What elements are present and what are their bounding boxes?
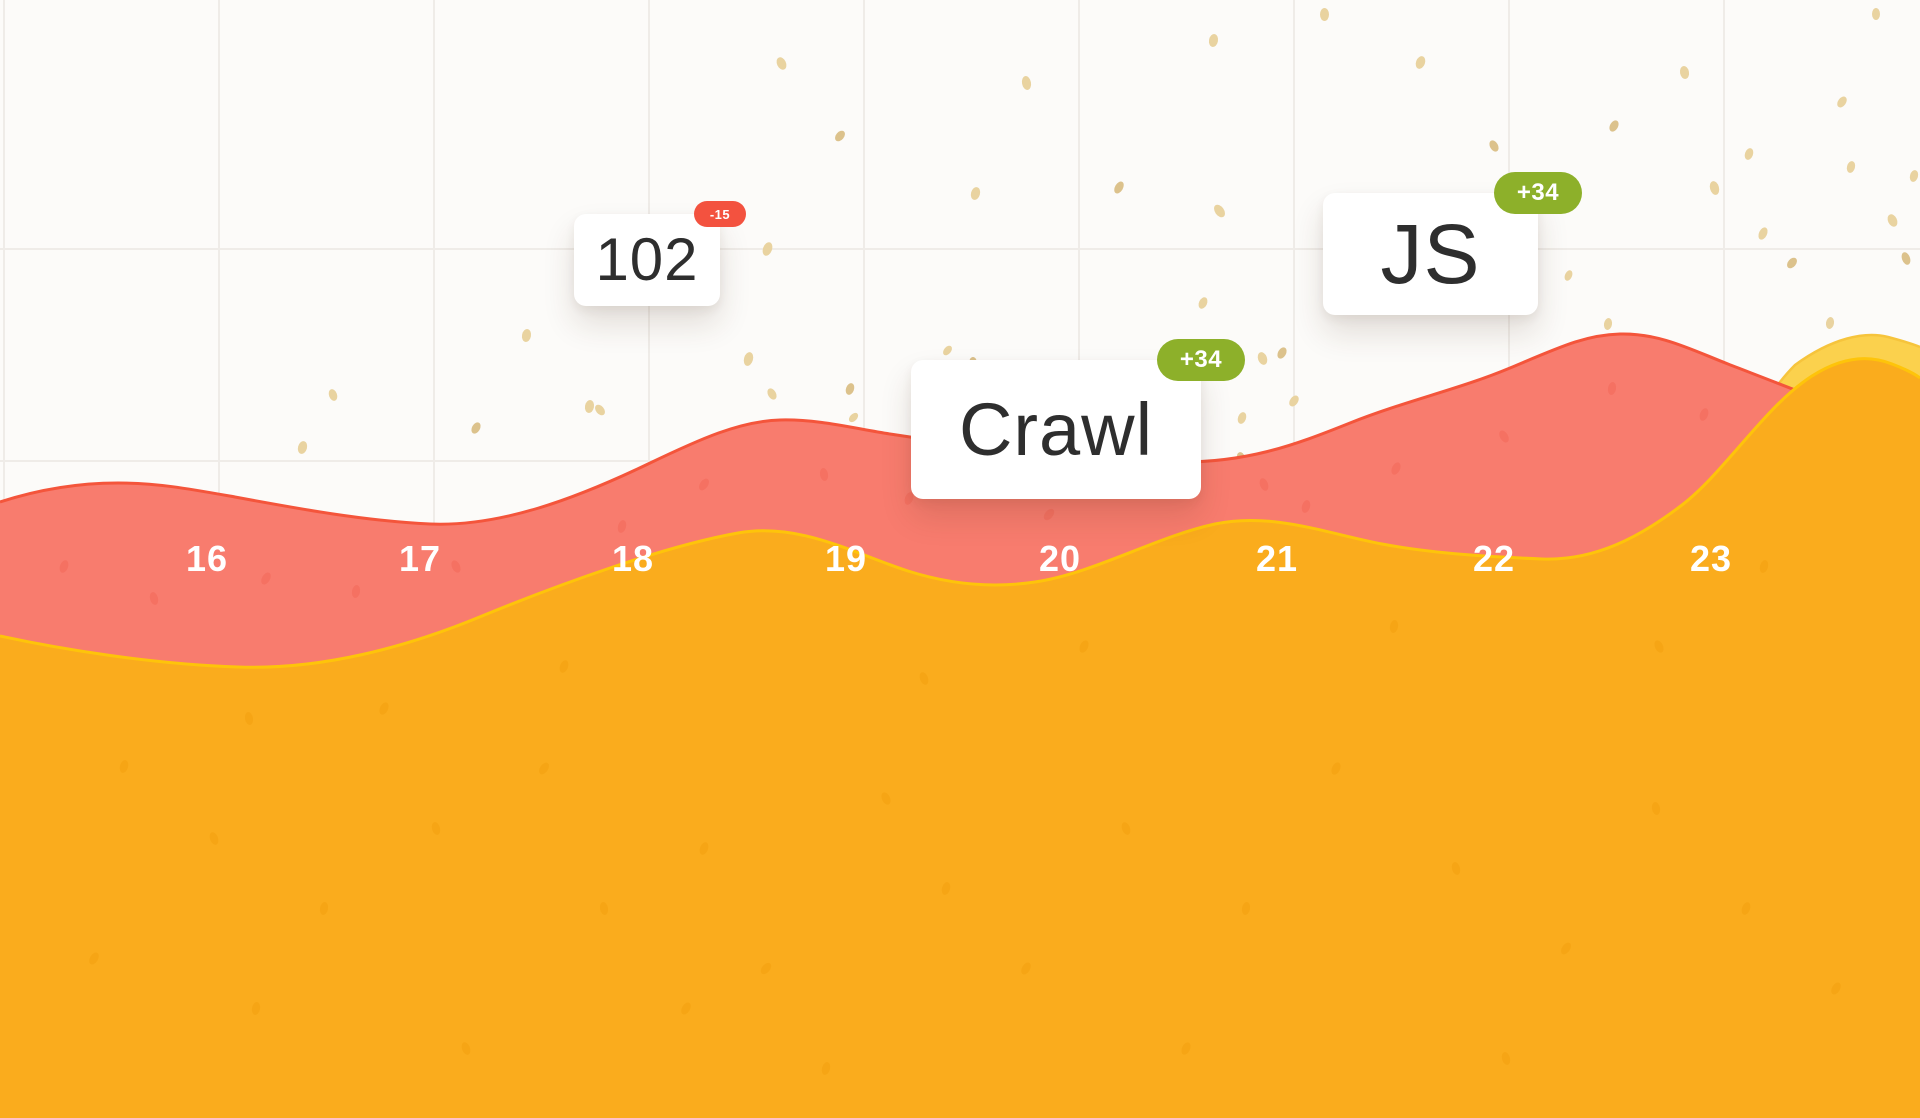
card-crawl-title: Crawl	[958, 387, 1154, 471]
card-102: 102 -15	[574, 201, 746, 306]
card-crawl: Crawl +34	[911, 339, 1245, 499]
card-102-value: 102	[595, 226, 699, 293]
card-js-title: JS	[1380, 207, 1481, 301]
orange-wave-line	[0, 357, 1920, 669]
card-js-change-badge: +34	[1494, 172, 1582, 214]
card-js: JS +34	[1323, 172, 1582, 315]
orange-wave-area	[0, 358, 1920, 1118]
card-102-change-badge: -15	[694, 201, 746, 227]
card-crawl-change-badge: +34	[1157, 339, 1245, 381]
